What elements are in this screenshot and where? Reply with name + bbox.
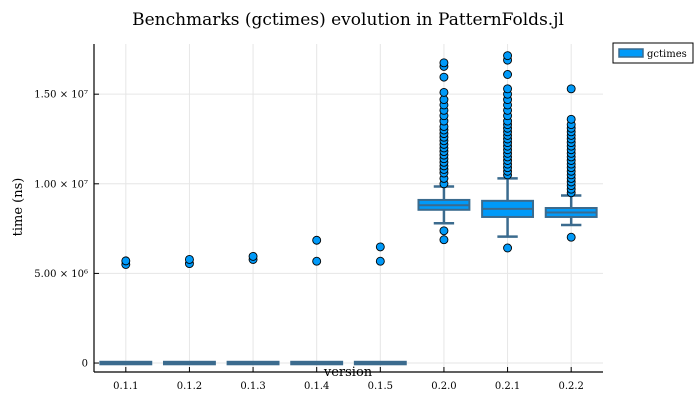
box-0.1.2 <box>162 254 216 366</box>
x-tick-labels: 0.1.1 0.1.2 0.1.3 0.1.4 0.1.5 0.2.0 0.2.1 0.2.2 <box>113 381 584 392</box>
y-tick-label: 1.50 × 10⁷ <box>34 90 88 101</box>
outlier-point <box>503 243 513 253</box>
chart-title: Benchmarks (gctimes) evolution in Patter… <box>132 10 564 30</box>
outlier-point <box>439 58 449 68</box>
outlier-point <box>248 251 258 261</box>
y-tick-label: 0 <box>82 359 88 370</box>
outlier-point <box>439 226 449 236</box>
outlier-point <box>184 254 194 264</box>
x-tick-label: 0.1.4 <box>304 381 329 392</box>
y-tick-label: 1.00 × 10⁷ <box>34 179 88 190</box>
x-axis-label: version <box>323 365 373 380</box>
x-tick-label: 0.1.2 <box>177 381 202 392</box>
outlier-point <box>566 114 576 124</box>
outlier-point <box>121 256 131 266</box>
x-tick-label: 0.1.3 <box>240 381 265 392</box>
outlier-point <box>439 235 449 245</box>
legend-label: gctimes <box>647 49 687 60</box>
outlier-point <box>439 87 449 97</box>
y-axis-label: time (ns) <box>11 178 26 237</box>
box-0.2.0 <box>417 58 471 245</box>
legend: gctimes <box>612 42 694 64</box>
outlier-point <box>312 256 322 266</box>
box-0.2.2 <box>544 84 598 242</box>
outlier-point <box>503 84 513 94</box>
box-0.1.5 <box>353 242 407 366</box>
outlier-point <box>375 242 385 252</box>
y-tick-labels: 0 5.00 × 10⁶ 1.00 × 10⁷ 1.50 × 10⁷ <box>34 90 88 370</box>
x-tick-label: 0.2.1 <box>495 381 520 392</box>
legend-frame <box>612 42 694 64</box>
box-0.1.4 <box>290 235 344 366</box>
outlier-point <box>503 70 513 79</box>
x-tick-label: 0.2.0 <box>431 381 456 392</box>
outlier-point <box>312 235 322 245</box>
box-series <box>99 51 598 366</box>
outlier-point <box>503 51 513 61</box>
x-tick-label: 0.1.5 <box>368 381 393 392</box>
outlier-point <box>566 232 576 242</box>
axes <box>93 44 603 373</box>
outlier-point <box>375 256 385 266</box>
outlier-point <box>439 72 449 82</box>
x-tick-label: 0.1.1 <box>113 381 138 392</box>
x-tick-label: 0.2.2 <box>558 381 583 392</box>
y-tick-label: 5.00 × 10⁶ <box>34 269 88 280</box>
outlier-point <box>566 84 576 94</box>
box-0.2.1 <box>481 51 535 253</box>
box-0.1.1 <box>99 256 153 366</box>
box-0.1.3 <box>226 251 280 366</box>
legend-swatch <box>618 48 644 58</box>
